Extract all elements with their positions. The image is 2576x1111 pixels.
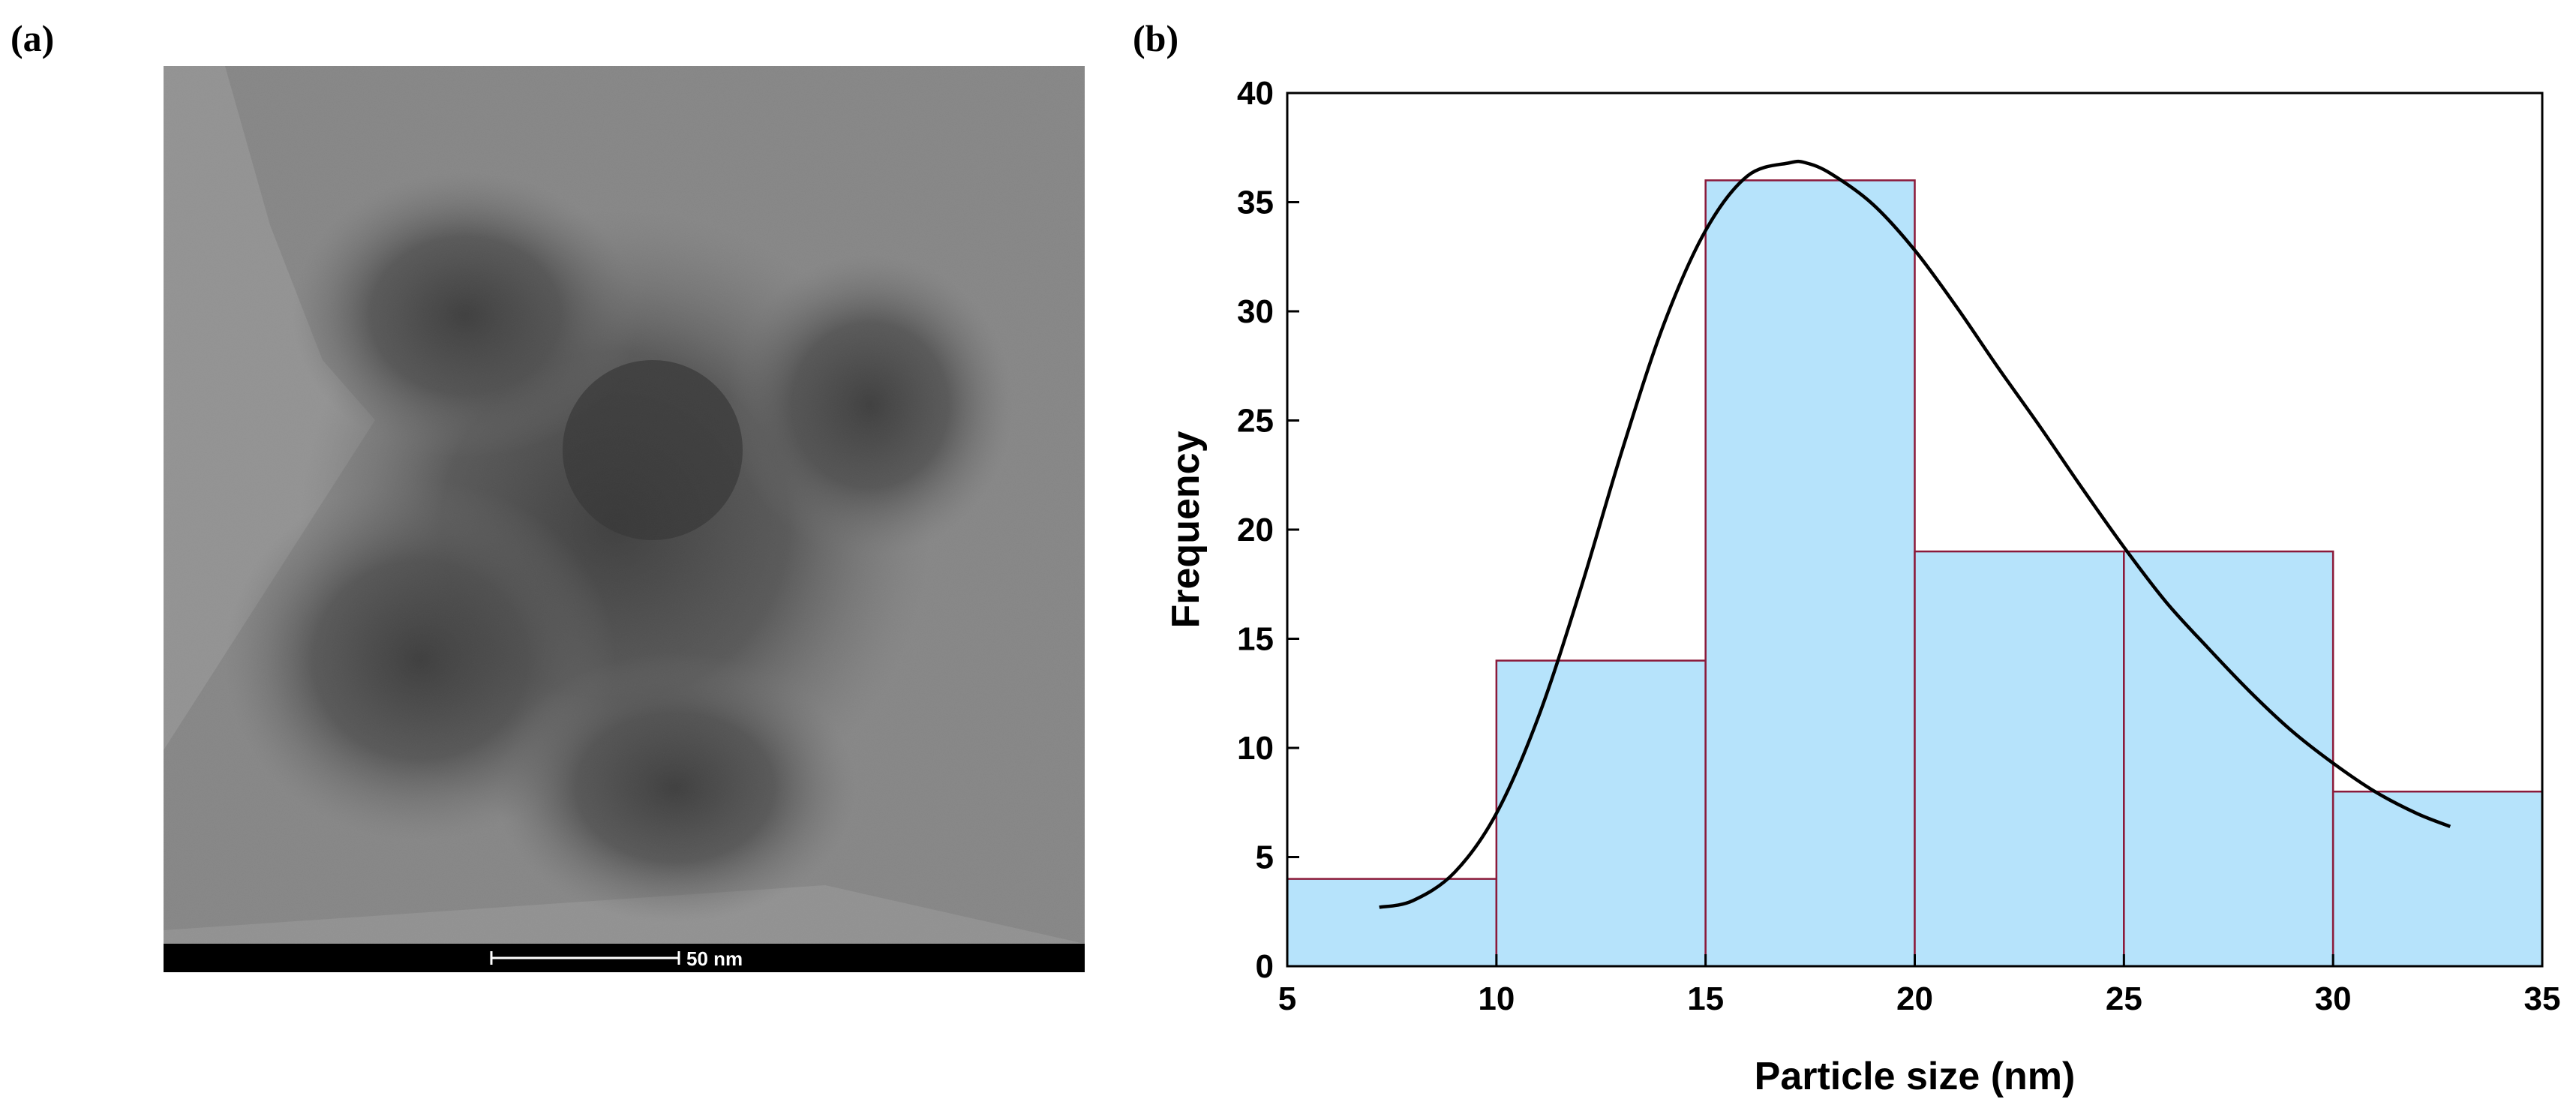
histogram-bar-5: [2123, 550, 2334, 968]
y-tick-label: 40: [1237, 75, 1274, 112]
y-axis-title: Frequency: [1164, 431, 1208, 628]
panel-a-label: (a): [11, 17, 55, 59]
histogram-bar-3: [1704, 179, 1916, 968]
y-tick-label: 25: [1237, 403, 1274, 440]
x-tick-label: 5: [1278, 980, 1296, 1017]
y-tick-label: 30: [1237, 293, 1274, 330]
panel-b-label: (b): [1133, 17, 1179, 59]
histogram-bar-2: [1495, 659, 1707, 968]
y-tick-label: 15: [1237, 621, 1274, 658]
scale-bar: [490, 951, 680, 965]
histogram-bar-1: [1286, 878, 1498, 968]
y-tick-label: 5: [1256, 839, 1274, 876]
x-tick-label: 25: [2106, 980, 2142, 1017]
histogram-bar-4: [1914, 550, 2125, 968]
scale-bar-label: 50 nm: [686, 947, 743, 970]
y-tick-label: 0: [1256, 948, 1274, 985]
histogram-bar-6: [2331, 790, 2544, 968]
x-tick-label: 20: [1896, 980, 1933, 1017]
x-axis-title: Particle size (nm): [1755, 1055, 2076, 1098]
y-tick-label: 20: [1237, 512, 1274, 548]
y-tick-label: 35: [1237, 185, 1274, 221]
x-tick-label: 35: [2524, 980, 2561, 1017]
fit-curve: [1379, 159, 2451, 909]
x-tick-label: 15: [1687, 980, 1724, 1017]
x-tick-label: 10: [1478, 980, 1515, 1017]
x-tick-label: 30: [2315, 980, 2352, 1017]
y-tick-label: 10: [1237, 730, 1274, 767]
histogram-bars: [1286, 179, 2544, 968]
